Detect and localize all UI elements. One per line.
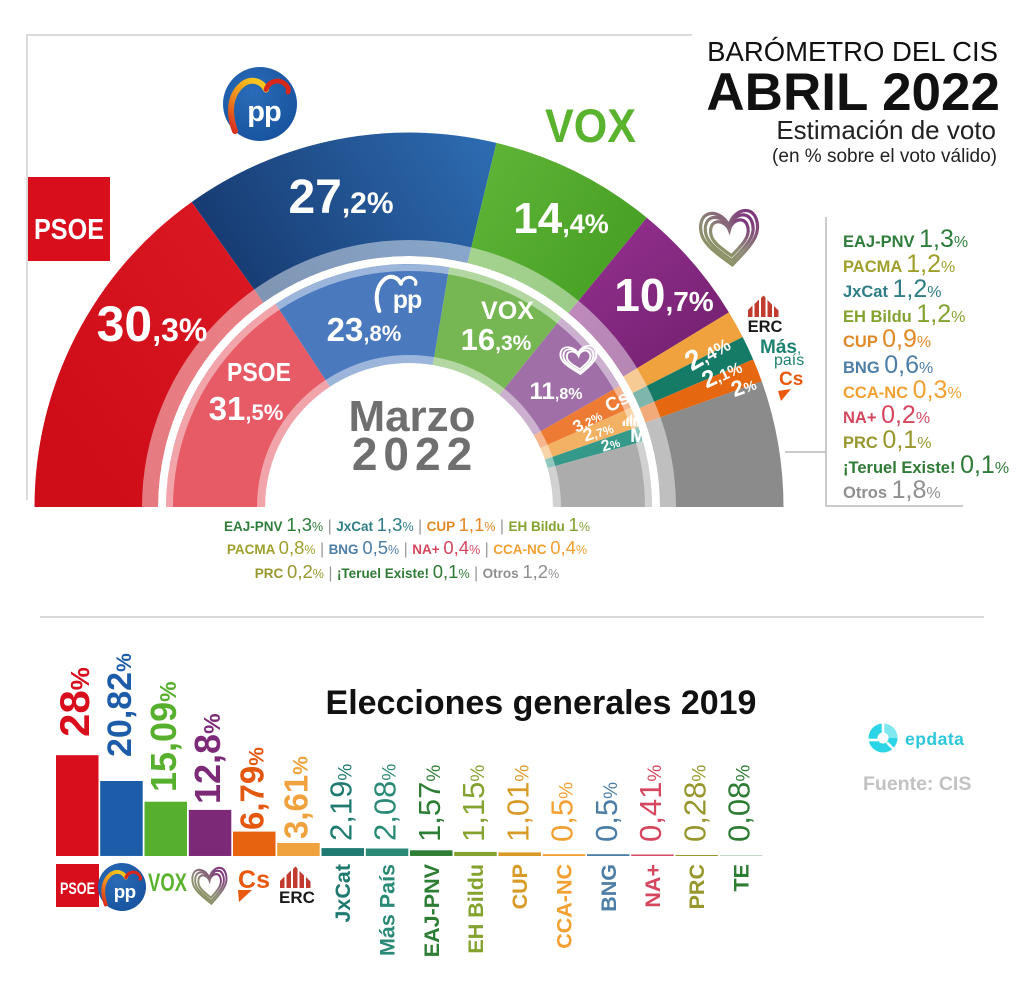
svg-text:PRC 0,1%: PRC 0,1% (843, 426, 931, 454)
svg-text:Más País: Más País (376, 864, 400, 956)
svg-text:JxCat 1,2%: JxCat 1,2% (843, 275, 942, 303)
svg-text:Otros 1,8%: Otros 1,8% (843, 476, 941, 504)
svg-text:ERC: ERC (279, 888, 315, 907)
svg-text:0,5%: 0,5% (589, 782, 624, 842)
svg-text:PACMA 0,8% | BNG 0,5% | NA+ 0,: PACMA 0,8% | BNG 0,5% | NA+ 0,4% | CCA-N… (227, 537, 587, 558)
svg-text:Estimación de voto: Estimación de voto (776, 115, 996, 145)
svg-text:PACMA 1,2%: PACMA 1,2% (843, 250, 955, 278)
svg-text:epdata: epdata (905, 729, 964, 749)
svg-text:28%: 28% (51, 667, 98, 737)
svg-text:Marzo: Marzo (348, 392, 475, 441)
svg-text:BNG: BNG (597, 864, 621, 912)
svg-text:Cs: Cs (779, 369, 803, 390)
svg-text:EAJ-PNV 1,3% | JxCat 1,3% | CU: EAJ-PNV 1,3% | JxCat 1,3% | CUP 1,1% | E… (224, 514, 590, 535)
svg-text:2,08%: 2,08% (368, 764, 403, 841)
svg-text:BNG 0,6%: BNG 0,6% (843, 351, 933, 379)
svg-text:ERC: ERC (748, 318, 783, 336)
svg-text:Fuente: CIS: Fuente: CIS (863, 773, 971, 795)
svg-text:15,09%: 15,09% (143, 681, 184, 792)
svg-text:PRC 0,2% | ¡Teruel Existe! 0,1: PRC 0,2% | ¡Teruel Existe! 0,1% | Otros … (255, 561, 559, 582)
svg-text:2%: 2% (599, 434, 622, 456)
svg-text:¡Teruel Existe! 0,1%: ¡Teruel Existe! 0,1% (843, 451, 1009, 479)
svg-text:CCA-NC: CCA-NC (553, 864, 577, 949)
svg-text:ABRIL 2022: ABRIL 2022 (706, 63, 1000, 122)
svg-text:VOX: VOX (148, 869, 187, 897)
svg-text:CCA-NC 0,3%: CCA-NC 0,3% (843, 376, 962, 404)
svg-text:CUP 0,9%: CUP 0,9% (843, 325, 931, 353)
svg-text:VOX: VOX (545, 99, 636, 152)
svg-text:0,28%: 0,28% (677, 765, 712, 842)
svg-text:2022: 2022 (352, 428, 478, 480)
svg-text:6,79%: 6,79% (234, 747, 271, 830)
svg-text:16,3%: 16,3% (461, 322, 532, 357)
svg-text:0,5%: 0,5% (545, 782, 580, 842)
svg-text:EH Bildu: EH Bildu (464, 864, 488, 954)
svg-text:0,41%: 0,41% (633, 765, 668, 842)
svg-text:PSOE: PSOE (60, 879, 95, 898)
svg-text:país: país (774, 352, 804, 369)
svg-text:NA+ 0,2%: NA+ 0,2% (843, 401, 930, 429)
svg-text:Elecciones generales 2019: Elecciones generales 2019 (326, 684, 757, 722)
svg-text:BARÓMETRO DEL CIS: BARÓMETRO DEL CIS (707, 36, 998, 67)
svg-text:1,01%: 1,01% (500, 765, 535, 842)
svg-text:PRC: PRC (685, 864, 709, 909)
svg-text:EAJ-PNV: EAJ-PNV (420, 863, 444, 957)
svg-text:JxCat: JxCat (331, 864, 355, 923)
svg-text:1,57%: 1,57% (412, 765, 447, 842)
svg-text:EAJ-PNV 1,3%: EAJ-PNV 1,3% (843, 225, 968, 253)
svg-text:20,82%: 20,82% (101, 653, 139, 757)
svg-text:1,15%: 1,15% (456, 765, 491, 842)
svg-text:pp: pp (393, 286, 422, 314)
svg-text:2,19%: 2,19% (323, 764, 358, 841)
svg-text:PSOE: PSOE (34, 214, 104, 246)
svg-text:PSOE: PSOE (227, 357, 291, 387)
svg-text:Cs: Cs (238, 866, 270, 894)
svg-text:12,8%: 12,8% (187, 713, 228, 804)
svg-text:14,4%: 14,4% (513, 194, 608, 243)
svg-text:0,08%: 0,08% (722, 765, 757, 842)
svg-text:EH Bildu 1,2%: EH Bildu 1,2% (843, 300, 965, 328)
svg-text:Más,: Más, (760, 337, 801, 358)
svg-text:NA+: NA+ (641, 864, 665, 908)
svg-text:VOX: VOX (481, 297, 534, 325)
svg-text:3,61%: 3,61% (278, 756, 315, 839)
svg-text:23,8%: 23,8% (327, 311, 402, 348)
svg-text:CUP: CUP (508, 864, 532, 909)
svg-text:M: M (630, 426, 646, 447)
svg-text:(en % sobre el voto válido): (en % sobre el voto válido) (772, 146, 997, 167)
svg-text:TE: TE (730, 864, 754, 891)
